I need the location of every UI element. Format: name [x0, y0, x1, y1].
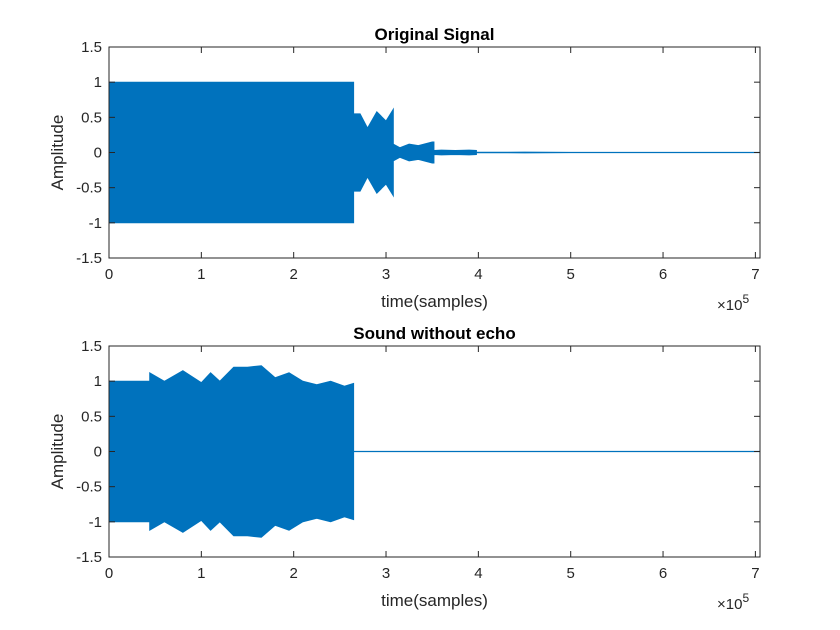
x-tick-label: 5: [567, 565, 575, 582]
x-tick-label: 7: [751, 266, 759, 283]
x-axis-exponent-power: 5: [742, 292, 749, 306]
x-axis-exponent-base: ×10: [717, 297, 742, 314]
x-tick-label: 2: [290, 565, 298, 582]
y-tick-label: 0.5: [81, 408, 102, 425]
y-tick-label: 0: [94, 145, 102, 162]
x-tick-label: 1: [197, 266, 205, 283]
x-tick-label: 3: [382, 565, 390, 582]
y-tick-label: 1: [94, 373, 102, 390]
y-tick-label: -1: [89, 514, 102, 531]
x-tick-label: 4: [474, 565, 482, 582]
x-tick-label: 6: [659, 266, 667, 283]
y-tick-label: -1: [89, 215, 102, 232]
x-tick-label: 3: [382, 266, 390, 283]
y-tick-label: -0.5: [76, 479, 102, 496]
x-tick-label: 0: [105, 266, 113, 283]
y-axis-label: Amplitude: [48, 414, 67, 490]
y-tick-label: 0: [94, 444, 102, 461]
y-axis-label: Amplitude: [48, 115, 67, 191]
x-axis-label: time(samples): [381, 591, 488, 610]
x-axis-exponent-power: 5: [742, 591, 749, 605]
subplot-original-signal: 0 1 2 3 4 5 6 7 -1.5 -1 -0.5 0 0.5 1 1.5 Original Signa…: [48, 25, 761, 314]
x-axis-exponent: ×105: [717, 292, 749, 314]
y-tick-label: -0.5: [76, 180, 102, 197]
x-tick-label: 5: [567, 266, 575, 283]
x-axis-exponent-base: ×10: [717, 596, 742, 613]
chart-title: Original Signal: [375, 25, 495, 44]
x-tick-label: 4: [474, 266, 482, 283]
y-tick-label: -1.5: [76, 549, 102, 566]
y-tick-label: 1.5: [81, 39, 102, 56]
x-tick-label: 7: [751, 565, 759, 582]
x-tick-label: 0: [105, 565, 113, 582]
x-axis-label: time(samples): [381, 292, 488, 311]
y-tick-label: -1.5: [76, 250, 102, 267]
y-tick-label: 1: [94, 74, 102, 91]
subplot-sound-without-echo: 0 1 2 3 4 5 6 7 -1.5 -1 -0.5 0 0.5 1 1.5 Sound without …: [48, 324, 761, 613]
y-tick-label: 1.5: [81, 338, 102, 355]
x-axis-exponent: ×105: [717, 591, 749, 613]
chart-title: Sound without echo: [353, 324, 515, 343]
x-tick-label: 1: [197, 565, 205, 582]
x-tick-label: 6: [659, 565, 667, 582]
y-tick-label: 0.5: [81, 109, 102, 126]
x-tick-label: 2: [290, 266, 298, 283]
